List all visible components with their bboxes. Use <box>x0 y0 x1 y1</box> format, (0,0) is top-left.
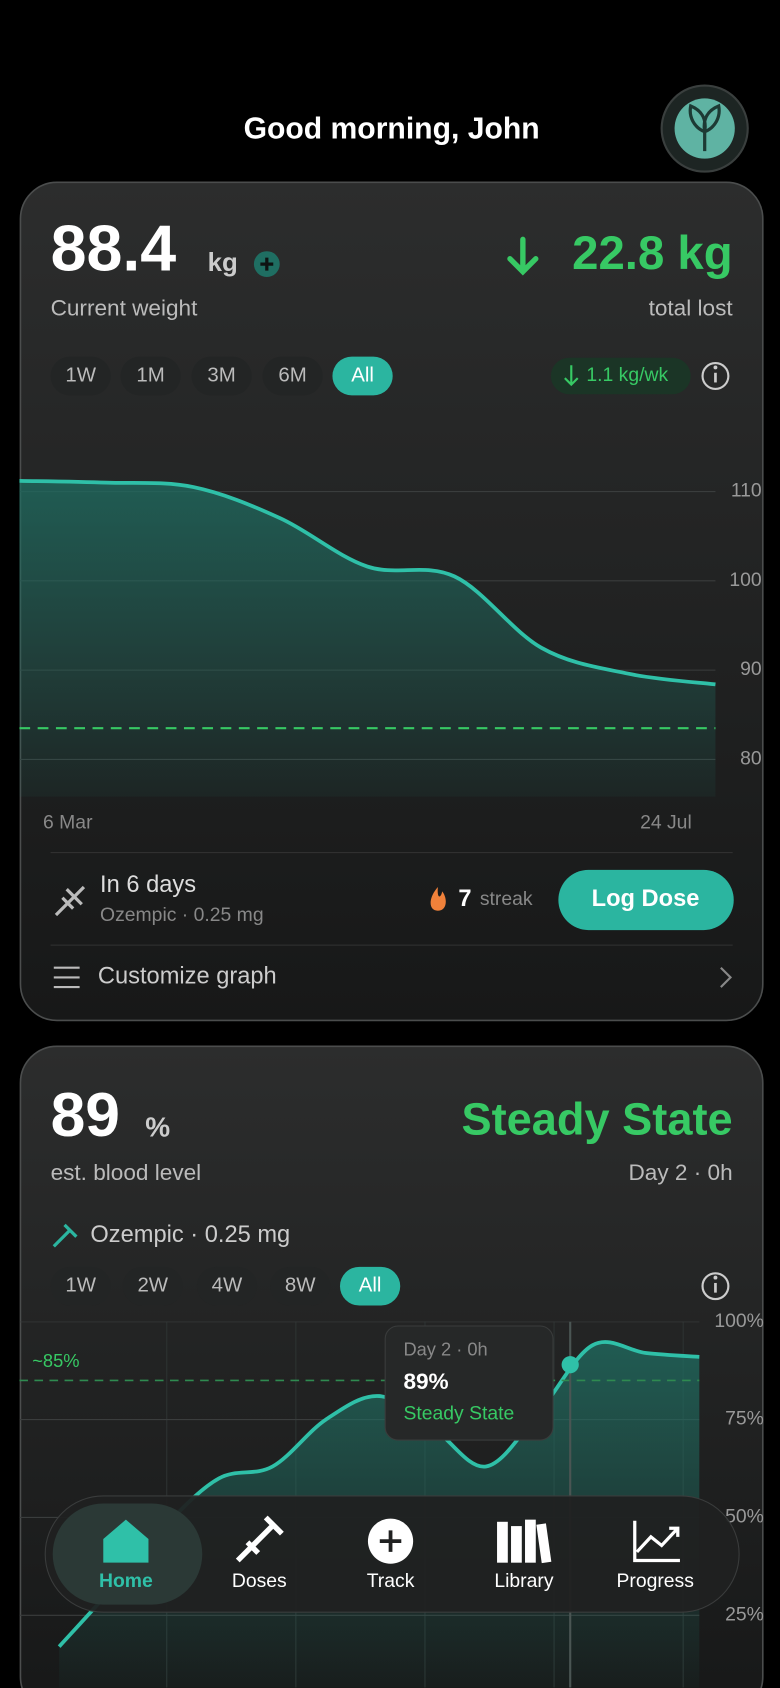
range-pill[interactable] <box>270 1266 331 1306</box>
level-state: Steady State <box>462 1094 733 1145</box>
y-tick-label: 100% <box>714 1310 764 1332</box>
range-pill[interactable] <box>332 356 393 396</box>
tooltip <box>384 1325 554 1441</box>
tab-label[interactable]: Track <box>367 1570 415 1592</box>
y-tick-label: 80 <box>740 748 762 770</box>
area <box>19 480 716 797</box>
y-tick-label: 90 <box>740 658 762 680</box>
range-label: 1M <box>136 363 164 386</box>
progress-icon <box>633 1520 680 1563</box>
range-label: All <box>359 1274 382 1297</box>
streak-label: streak <box>480 888 533 910</box>
customize-graph[interactable]: Customize graph <box>98 964 277 990</box>
reference-label: ~85% <box>32 1350 79 1371</box>
greeting: Good morning, John <box>244 113 540 146</box>
range-pill[interactable] <box>50 1266 111 1306</box>
weight-value: 88.4 <box>51 212 177 284</box>
log-dose-label: Log Dose <box>592 886 700 912</box>
level-value: 89 <box>51 1081 120 1150</box>
range-label: 2W <box>137 1274 168 1297</box>
range-pill[interactable] <box>191 356 252 396</box>
tooltip-value: 89% <box>403 1369 448 1394</box>
range-label: 3M <box>207 363 235 386</box>
y-tick-label: 50% <box>725 1506 764 1528</box>
home-icon <box>103 1519 149 1563</box>
medication: Ozempic · 0.25 mg <box>90 1222 290 1248</box>
range-pill[interactable] <box>339 1266 401 1306</box>
level-time: Day 2 · 0h <box>628 1160 732 1185</box>
tab-label[interactable]: Doses <box>232 1570 287 1592</box>
range-label: 1W <box>65 363 96 386</box>
y-tick-label: 110 <box>731 480 762 502</box>
rate-arrow <box>564 365 579 387</box>
dose-detail: Ozempic · 0.25 mg <box>100 904 264 926</box>
tab-label[interactable]: Library <box>494 1570 553 1592</box>
range-pill[interactable] <box>120 356 181 396</box>
library-icon <box>497 1519 552 1564</box>
y-tick-label: 25% <box>725 1603 764 1625</box>
rate-pill <box>550 357 691 395</box>
log-dose-button[interactable] <box>558 869 734 931</box>
sliders-icon <box>53 966 80 989</box>
range-label: 8W <box>285 1274 316 1297</box>
info-icon[interactable] <box>701 1272 730 1301</box>
current-point <box>561 1356 579 1374</box>
range-label: 4W <box>212 1274 243 1297</box>
streak-count: 7 <box>458 886 471 912</box>
down-arrow <box>507 236 539 276</box>
range-pill[interactable] <box>122 1266 183 1306</box>
level-unit: % <box>145 1111 170 1142</box>
tab-label[interactable]: Progress <box>616 1570 693 1592</box>
add-weight[interactable] <box>253 251 280 278</box>
dose-title: In 6 days <box>100 872 196 898</box>
info-icon[interactable] <box>701 362 730 390</box>
avatar[interactable] <box>660 84 749 173</box>
range-pill[interactable] <box>196 1266 258 1306</box>
syringe-icon <box>52 1223 78 1248</box>
chevron <box>720 966 733 988</box>
syringe-icon <box>54 885 86 917</box>
range-label: All <box>351 363 374 386</box>
x-label: 24 Jul <box>640 812 692 834</box>
weight-unit: kg <box>208 249 238 277</box>
tooltip-time: Day 2 · 0h <box>403 1339 487 1360</box>
level-label: est. blood level <box>51 1160 202 1185</box>
weight-label: Current weight <box>51 295 199 320</box>
y-tick-label: 75% <box>725 1408 764 1430</box>
line <box>19 478 716 687</box>
weight-lost: 22.8 kg <box>572 227 732 280</box>
tab-label[interactable]: Home <box>99 1570 153 1592</box>
y-tick-label: 100 <box>729 569 762 591</box>
x-label: 6 Mar <box>43 812 93 834</box>
doses-icon <box>235 1515 284 1563</box>
rate: 1.1 kg/wk <box>586 364 668 386</box>
range-label: 1W <box>65 1274 96 1297</box>
tooltip-state: Steady State <box>403 1402 514 1424</box>
lost-label: total lost <box>649 295 734 320</box>
range-pill[interactable] <box>262 356 323 396</box>
range-label: 6M <box>278 363 306 386</box>
range-pill[interactable] <box>50 356 111 396</box>
flame-icon <box>430 887 446 911</box>
